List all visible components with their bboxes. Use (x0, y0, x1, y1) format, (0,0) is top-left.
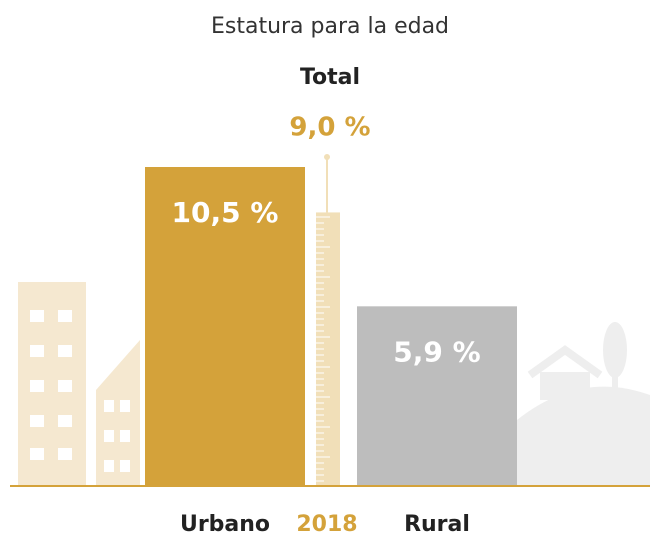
total-value-label: 9,0 % (289, 113, 370, 143)
ruler-pin-head (324, 154, 330, 160)
category-label: Rural (404, 512, 470, 537)
bar (357, 306, 517, 485)
year-label: 2018 (296, 512, 357, 537)
chart: Estatura para la edad Total 9,0 % 10,5 %… (0, 0, 660, 539)
background-house (517, 322, 650, 485)
value-label: 10,5 % (172, 196, 279, 229)
value-label: 5,9 % (393, 335, 480, 368)
chart-title: Estatura para la edad (211, 14, 449, 39)
total-label: Total (300, 65, 360, 90)
background-decoration (18, 282, 140, 485)
category-label: Urbano (180, 512, 270, 537)
